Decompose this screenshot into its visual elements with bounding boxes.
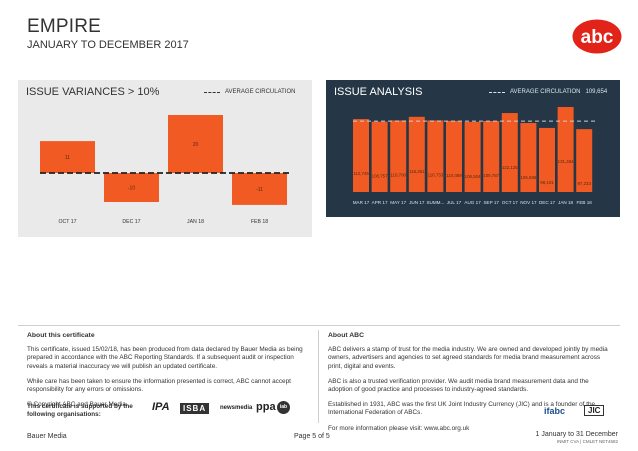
about-paragraph: ABC is also a trusted verification provi… (328, 377, 589, 394)
analysis-bar-label: 97,233 (577, 181, 591, 186)
analysis-bar-label: 112,745 (353, 171, 369, 176)
page-subtitle: JANUARY TO DECEMBER 2017 (27, 39, 189, 51)
about-paragraph: Established in 1931, ABC was the first U… (328, 401, 596, 417)
ipa-logo: IPA (152, 401, 170, 413)
analysis-panel: ISSUE ANALYSIS AVERAGE CIRCULATION 109,6… (326, 80, 620, 217)
certificate-heading: About this certificate (27, 332, 95, 339)
variance-x-tick-label: JAN 18 (187, 219, 204, 225)
newsmedia-logo: newsmedia (220, 405, 253, 411)
jic-logo: JIC (584, 405, 605, 416)
about-paragraph: ABC delivers a stamp of trust for the me… (328, 346, 608, 370)
abc-logo: abc (572, 19, 622, 54)
variances-panel: ISSUE VARIANCES > 10% AVERAGE CIRCULATIO… (18, 80, 312, 237)
analysis-x-tick-label: DEC 17 (539, 200, 556, 205)
analysis-x-tick-label: AUG 17 (464, 200, 481, 205)
about-link[interactable]: For more information please visit: www.a… (328, 424, 470, 432)
certificate-section: About this certificate This certificate,… (27, 332, 307, 416)
analysis-bar (408, 116, 425, 192)
column-divider (318, 330, 319, 423)
logo-text: abc (581, 27, 614, 48)
analysis-bar-label: 110,089 (446, 173, 462, 178)
analysis-bar-label: 106,686 (520, 175, 536, 180)
analysis-chart: 112,745 MAR 17 108,757 APR 17 110,700 MAY 17 1… (353, 107, 596, 205)
variance-bar (104, 173, 159, 202)
analysis-x-tick-label: JUL 17 (447, 200, 462, 205)
variance-x-tick-label: FEB 18 (251, 219, 268, 225)
about-heading: About ABC (328, 332, 364, 339)
analysis-bar (464, 121, 481, 192)
analysis-x-tick-label: SUMM... (426, 200, 444, 205)
analysis-x-tick-label: MAY 17 (390, 200, 406, 205)
supported-by-text: This certificate is supported by the fol… (27, 403, 133, 418)
analysis-x-tick-label: OCT 17 (502, 200, 518, 205)
analysis-bar (390, 120, 407, 192)
analysis-bar-label: 122,125 (502, 165, 518, 170)
analysis-bar-label: 99,101 (540, 180, 554, 185)
analysis-bar (576, 129, 593, 192)
ppa-logo: ppa (256, 401, 276, 413)
footer-code: INMIT CVA | CMLET NET4682 (556, 439, 618, 444)
analysis-bar-label: 108,757 (372, 174, 388, 179)
analysis-bar (446, 120, 462, 192)
analysis-bar (483, 121, 500, 192)
certificate-paragraph: While care has been taken to ensure the … (27, 377, 291, 394)
variance-bar-label: -11 (256, 187, 263, 193)
analysis-legend-label: AVERAGE CIRCULATION (510, 89, 581, 95)
analysis-bar (539, 127, 555, 192)
analysis-bar (427, 120, 444, 192)
iab-logo: iab (277, 401, 290, 414)
variances-legend-label: AVERAGE CIRCULATION (225, 89, 296, 95)
page-title: EMPIRE (27, 16, 102, 37)
analysis-x-tick-label: JAN 18 (558, 200, 574, 205)
dash-line-icon (489, 91, 505, 93)
analysis-x-tick-label: SEP 17 (483, 200, 499, 205)
analysis-bar (520, 123, 537, 192)
footer-period: 1 January to 31 December INMIT CVA | CML… (536, 431, 619, 445)
analysis-bar (501, 113, 518, 192)
analysis-x-tick-label: APR 17 (372, 200, 388, 205)
analysis-bar-label: 110,700 (390, 172, 406, 177)
certificate-copyright: © Copyright ABC and Bauer Media. (27, 401, 128, 409)
analysis-x-tick-label: FEB 18 (577, 200, 593, 205)
analysis-bar-label: 131,484 (558, 159, 574, 164)
analysis-bar (557, 107, 574, 192)
variances-chart: 11 OCT 17 -10 DEC 17 20 JAN 18 -11 FEB 18 (40, 115, 291, 225)
about-section: About ABC ABC delivers a stamp of trust … (328, 332, 611, 440)
section-divider (18, 325, 620, 326)
variance-bar-label: -10 (128, 186, 135, 192)
variance-bar-label: 20 (193, 142, 199, 148)
ifabc-logo: ifabc (544, 406, 566, 416)
analysis-bar (371, 121, 388, 192)
analysis-bar-label: 110,733 (428, 172, 444, 177)
variance-bar (168, 115, 223, 173)
analysis-title: ISSUE ANALYSIS (334, 86, 423, 98)
isba-logo: ISBA (180, 403, 210, 414)
variance-x-tick-label: OCT 17 (58, 219, 76, 225)
footer-publisher: Bauer Media (27, 433, 67, 440)
variance-bar-label: 11 (65, 155, 70, 161)
variances-legend: AVERAGE CIRCULATION (204, 89, 295, 95)
analysis-x-tick-label: JUN 17 (409, 200, 425, 205)
analysis-bar (353, 119, 369, 192)
analysis-bar-label: 109,787 (483, 173, 499, 178)
certificate-paragraph: This certificate, issued 15/02/18, has b… (27, 346, 303, 370)
analysis-x-tick-label: NOV 17 (520, 200, 537, 205)
analysis-average-value: 109,654 (585, 89, 608, 95)
variance-bar (232, 173, 287, 205)
analysis-legend: AVERAGE CIRCULATION 109,654 (489, 89, 607, 95)
dash-line-icon (204, 91, 220, 93)
analysis-bar-label: 116,281 (409, 169, 425, 174)
footer-page-number: Page 5 of 5 (294, 433, 330, 440)
variances-title: ISSUE VARIANCES > 10% (26, 86, 160, 98)
analysis-bar-label: 108,504 (465, 174, 481, 179)
variance-x-tick-label: DEC 17 (122, 219, 140, 225)
variance-bar (40, 141, 95, 173)
footer-period-label: 1 January to 31 December (535, 431, 619, 438)
analysis-x-tick-label: MAR 17 (353, 200, 370, 205)
